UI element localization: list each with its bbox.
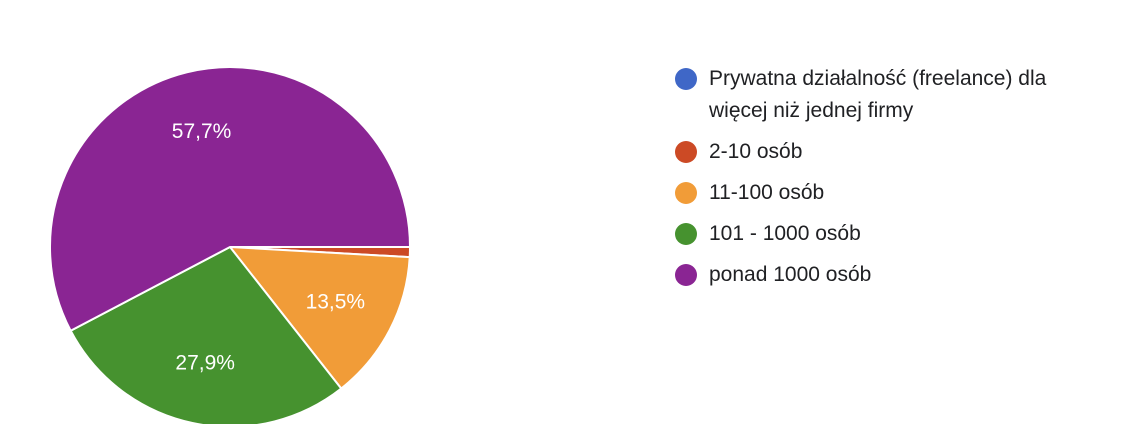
pie-slice [49, 66, 411, 332]
chart-legend: Prywatna działalność (freelance) dla wię… [675, 63, 1115, 300]
legend-swatch [675, 141, 697, 163]
legend-label: 2-10 osób [709, 140, 803, 163]
legend-swatch [675, 68, 697, 90]
legend-item: 11-100 osób [675, 177, 1115, 209]
legend-swatch [675, 223, 697, 245]
pie-slice [69, 246, 343, 424]
legend-item: Prywatna działalność (freelance) dla wię… [675, 63, 1115, 127]
slice-data-label: 13,5% [306, 290, 366, 313]
slice-data-label: 27,9% [175, 352, 235, 375]
legend-item: ponad 1000 osób [675, 259, 1115, 291]
legend-label: 101 - 1000 osób [709, 222, 861, 245]
legend-label: Prywatna działalność (freelance) dla wię… [709, 67, 1047, 122]
slice-data-label: 57,7% [172, 120, 232, 143]
pie-slice [229, 246, 411, 390]
legend-swatch [675, 264, 697, 286]
pie-chart: 13,5% 27,9% 57,7% [49, 66, 411, 424]
legend-item: 2-10 osób [675, 136, 1115, 168]
legend-swatch [675, 182, 697, 204]
legend-label: ponad 1000 osób [709, 263, 872, 286]
legend-label: 11-100 osób [709, 181, 825, 204]
legend-item: 101 - 1000 osób [675, 218, 1115, 250]
